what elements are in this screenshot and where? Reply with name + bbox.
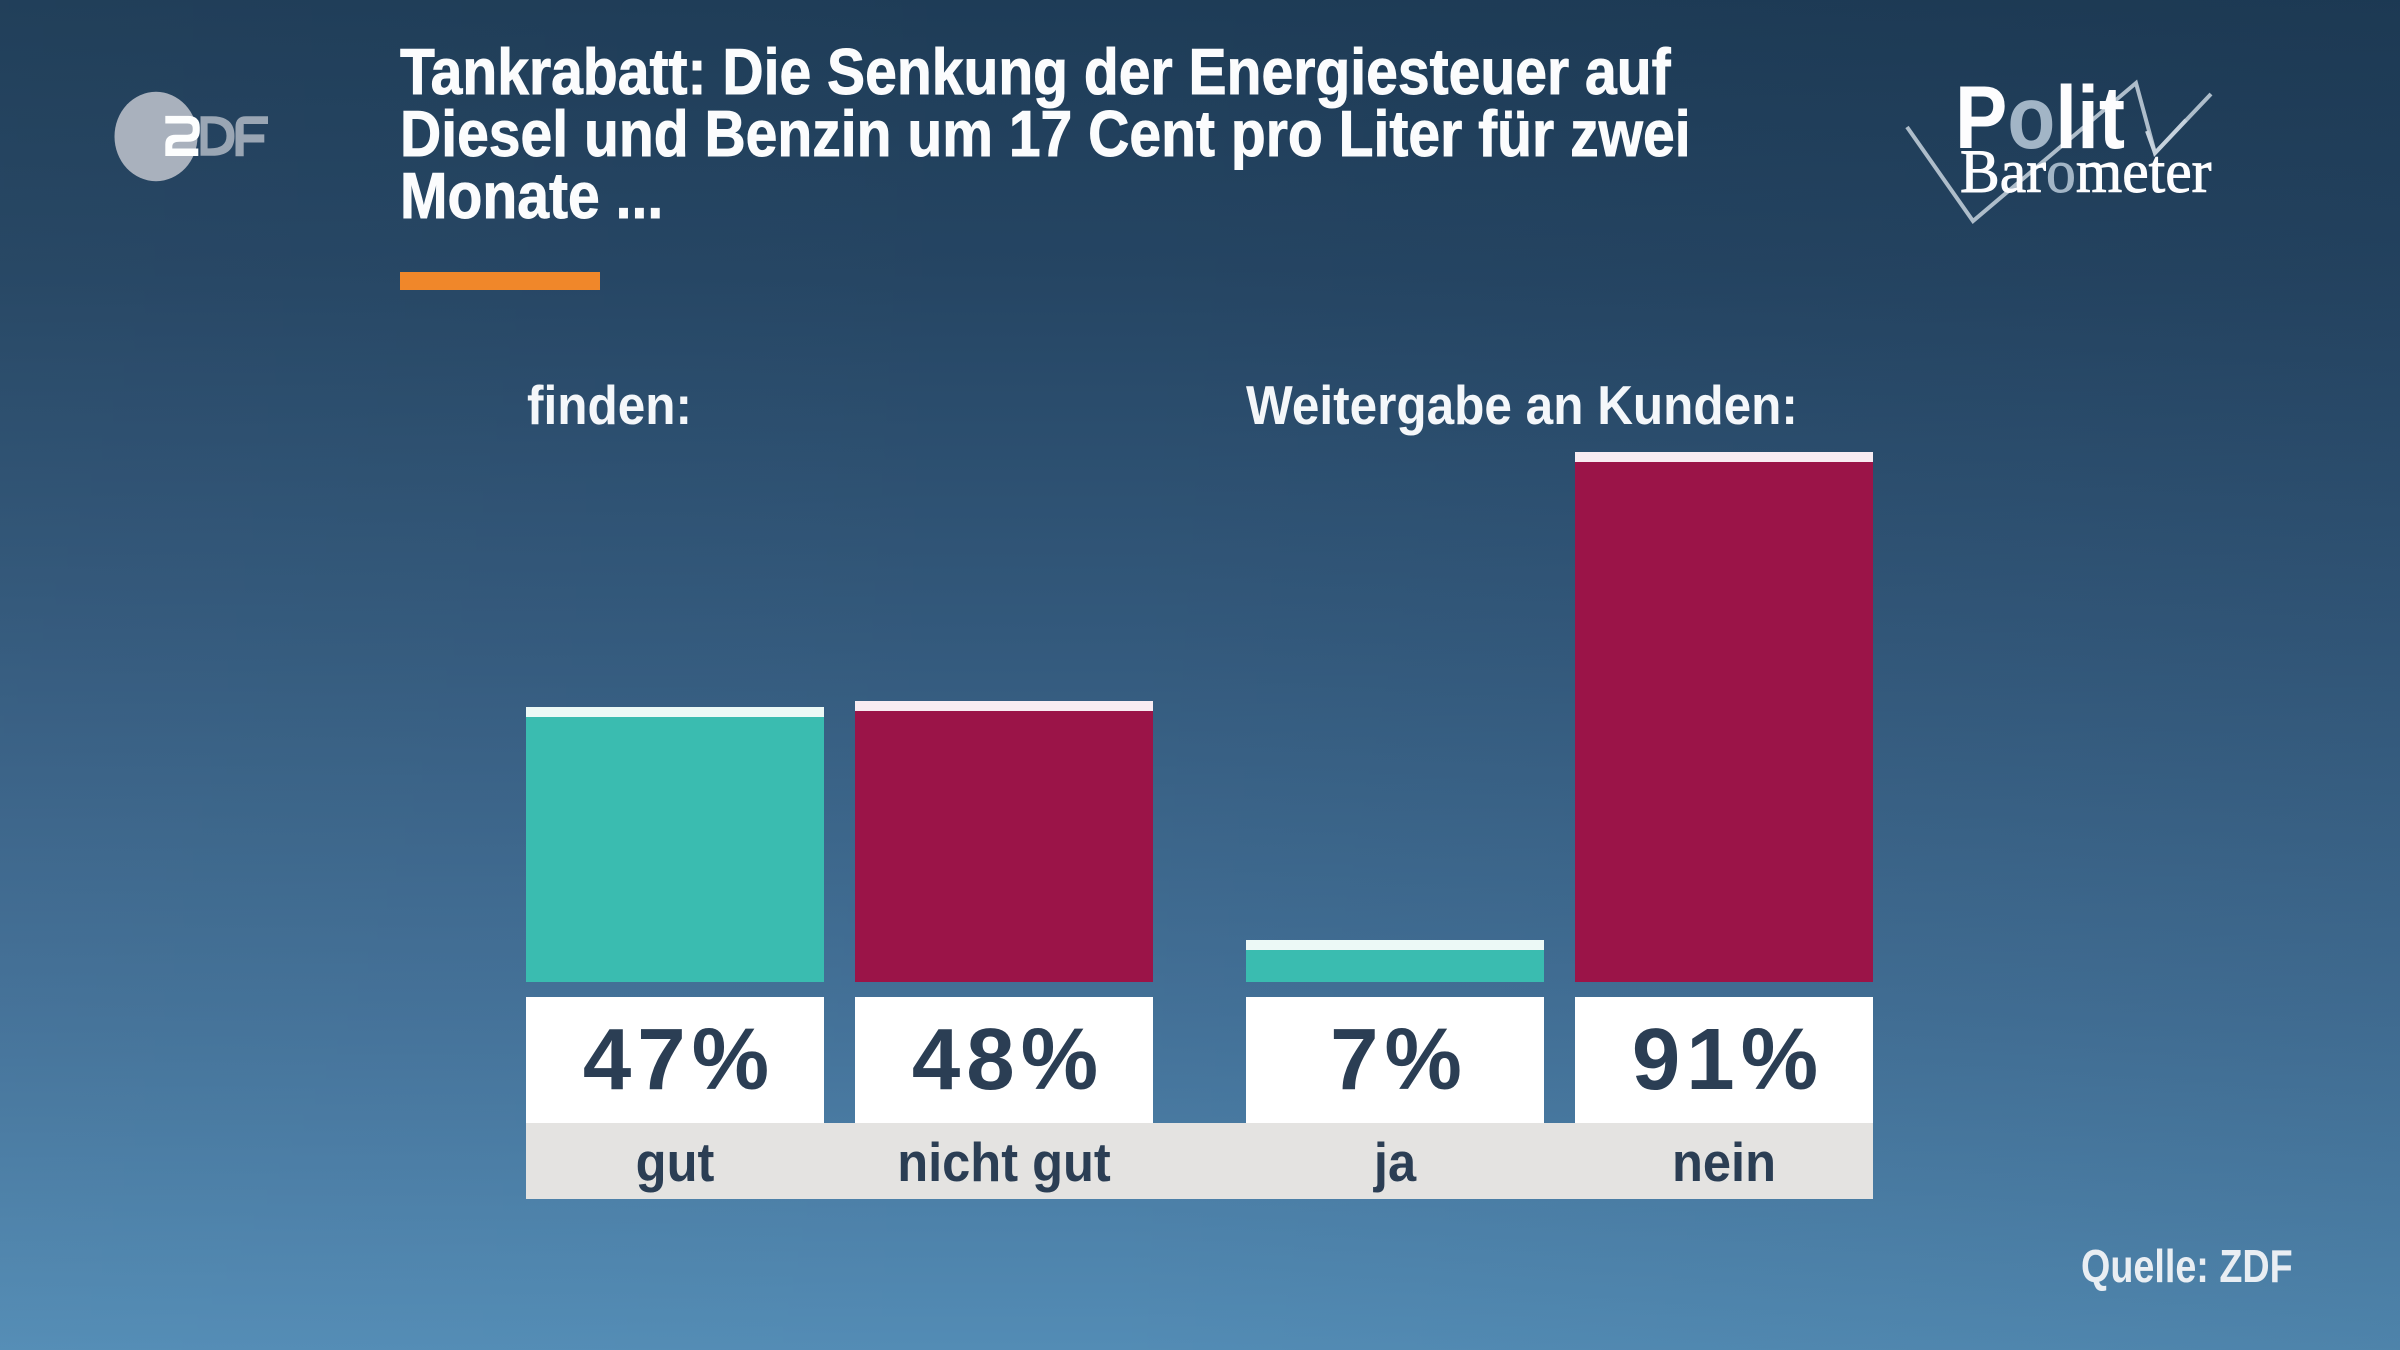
- svg-text:Polit: Polit: [1955, 67, 2125, 167]
- svg-text:Barometer: Barometer: [1960, 138, 2212, 206]
